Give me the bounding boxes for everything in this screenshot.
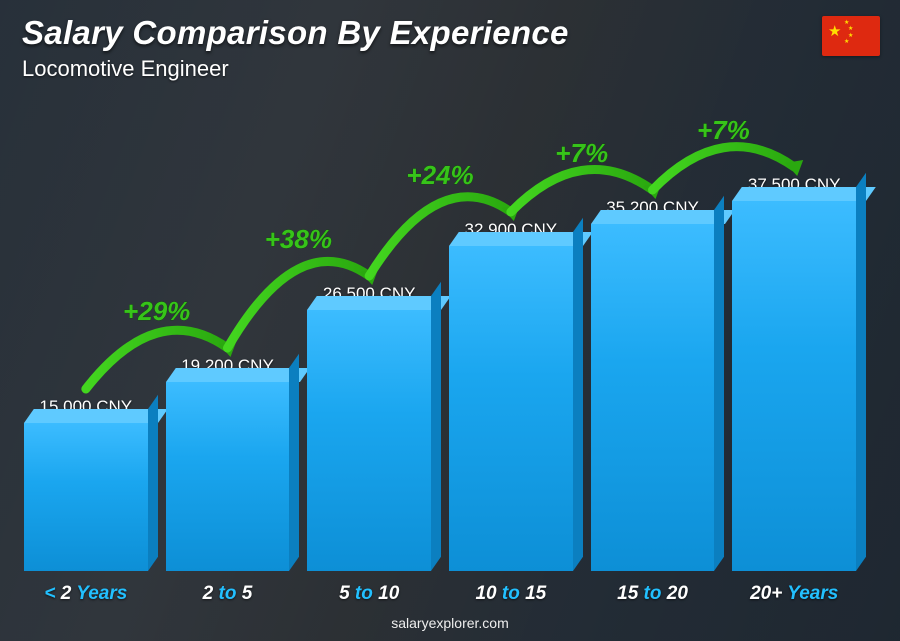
x-label: 15 to 20 (591, 583, 715, 605)
x-label: 20+ Years (732, 583, 856, 605)
bar-3d (449, 246, 573, 571)
bar-3d (166, 382, 290, 571)
flag-star-icon: ★ (848, 25, 853, 32)
x-label: 5 to 10 (307, 583, 431, 605)
bar: 32,900 CNY (449, 220, 573, 571)
salary-chart: 15,000 CNY19,200 CNY26,500 CNY32,900 CNY… (24, 100, 856, 571)
page-title: Salary Comparison By Experience (22, 14, 569, 52)
flag-star-icon: ★ (828, 22, 841, 40)
x-label: 10 to 15 (449, 583, 573, 605)
country-flag: ★ ★ ★ ★ ★ (822, 16, 880, 56)
footer-source: salaryexplorer.com (0, 615, 900, 631)
x-labels: < 2 Years 2 to 5 5 to 10 10 to 15 15 to 20 20… (24, 583, 856, 605)
page-subtitle: Locomotive Engineer (22, 56, 229, 82)
bar: 15,000 CNY (24, 397, 148, 571)
bar-3d (307, 310, 431, 571)
bar-3d (24, 423, 148, 571)
bar-3d (591, 224, 715, 571)
bar: 26,500 CNY (307, 284, 431, 571)
x-label: 2 to 5 (166, 583, 290, 605)
x-label: < 2 Years (24, 583, 148, 605)
bar: 37,500 CNY (732, 175, 856, 571)
bars-container: 15,000 CNY19,200 CNY26,500 CNY32,900 CNY… (24, 100, 856, 571)
bar: 35,200 CNY (591, 198, 715, 571)
bar: 19,200 CNY (166, 356, 290, 571)
flag-star-icon: ★ (844, 38, 849, 45)
bar-3d (732, 201, 856, 571)
